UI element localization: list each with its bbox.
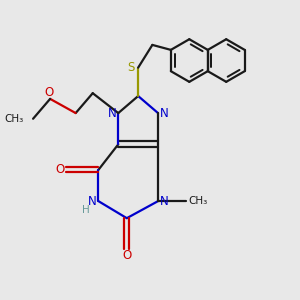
Text: N: N — [160, 106, 169, 120]
Text: O: O — [122, 249, 131, 262]
Text: N: N — [88, 195, 97, 208]
Text: CH₃: CH₃ — [189, 196, 208, 206]
Text: O: O — [56, 164, 65, 176]
Text: O: O — [44, 86, 53, 99]
Text: N: N — [108, 106, 116, 120]
Text: CH₃: CH₃ — [4, 114, 23, 124]
Text: H: H — [82, 205, 89, 214]
Text: N: N — [160, 195, 169, 208]
Text: S: S — [128, 61, 135, 74]
